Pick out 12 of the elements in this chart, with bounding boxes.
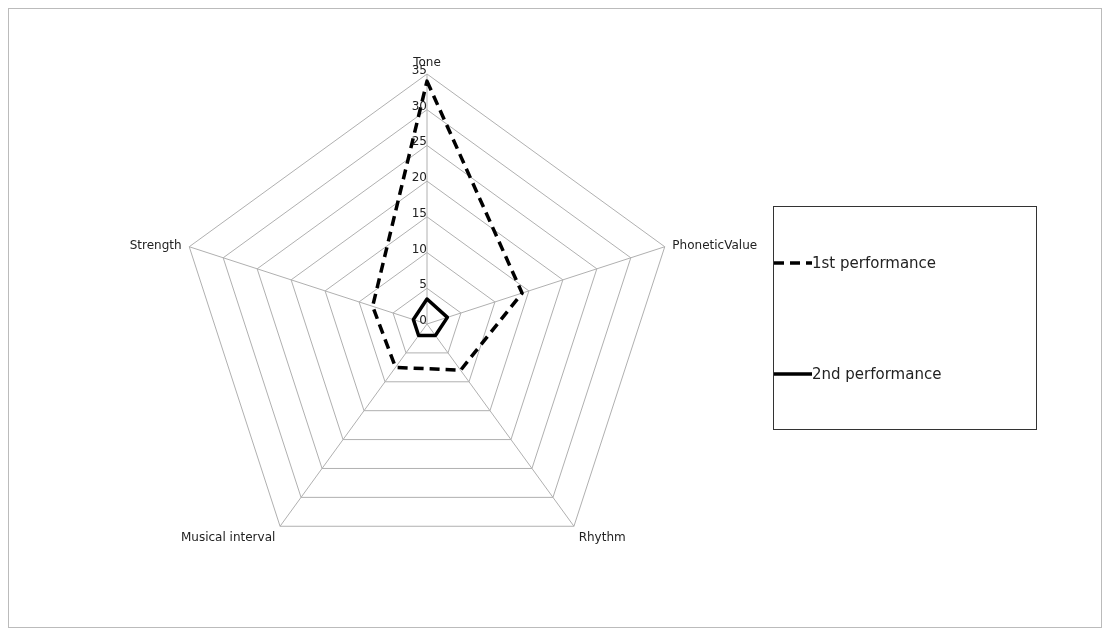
- legend-label: 2nd performance: [812, 364, 942, 383]
- y-tick-label: 30: [411, 98, 427, 113]
- y-tick-label: 15: [411, 205, 427, 220]
- spoke-label: PhoneticValue: [672, 237, 758, 252]
- y-tick-label: 20: [411, 170, 427, 185]
- spoke-label: Musical interval: [180, 530, 276, 545]
- spoke-label: Rhythm: [578, 530, 626, 545]
- y-tick-label: 10: [411, 241, 427, 256]
- spoke-label: Strength: [129, 237, 182, 252]
- y-tick-label: 5: [419, 277, 427, 292]
- y-tick-label: 0: [419, 313, 427, 327]
- legend-label: 1st performance: [812, 253, 937, 272]
